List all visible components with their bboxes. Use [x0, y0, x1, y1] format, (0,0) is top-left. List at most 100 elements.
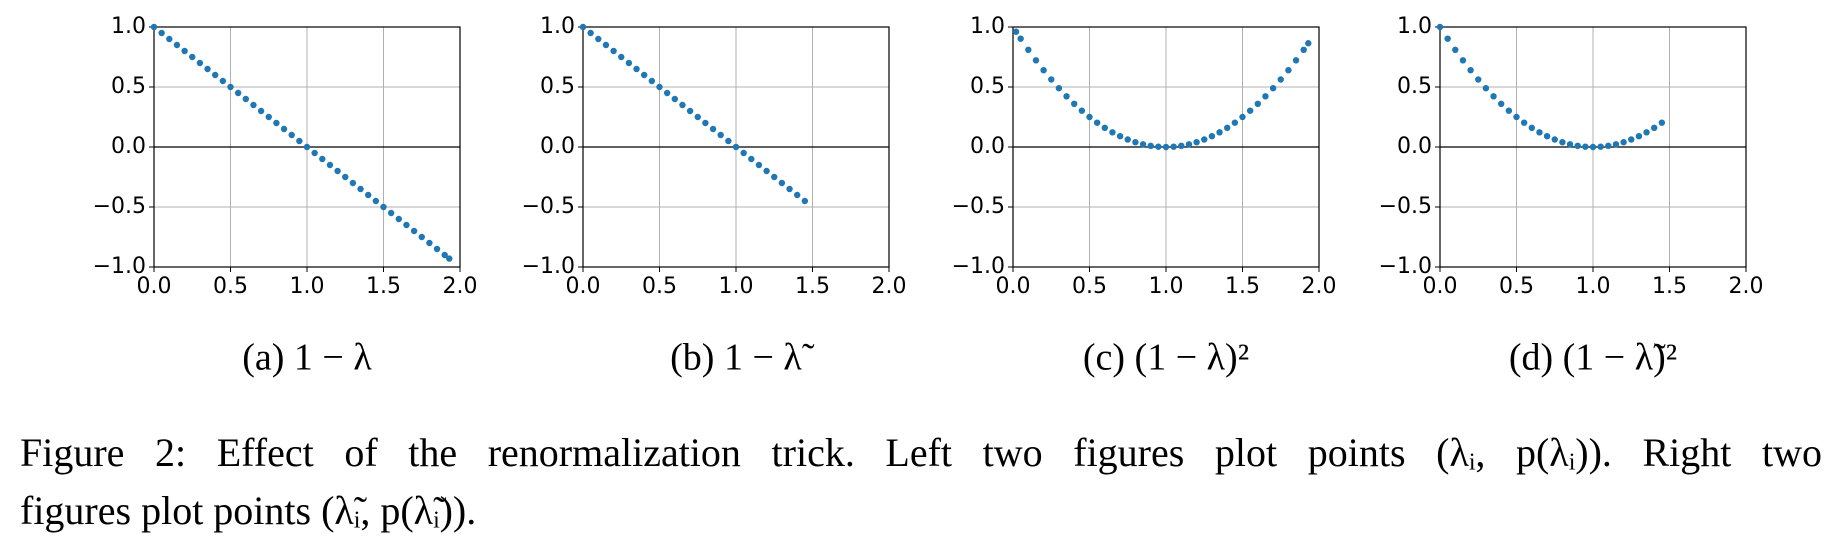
y-tick-label: 1.0 — [111, 14, 146, 39]
point — [1239, 113, 1246, 121]
y-tick-label: −1.0 — [93, 254, 146, 279]
point — [1635, 133, 1643, 140]
point — [1155, 143, 1162, 150]
point — [717, 131, 724, 139]
point — [618, 53, 625, 61]
point — [1597, 143, 1604, 150]
x-tick-label: 1.5 — [795, 274, 830, 299]
point — [1459, 57, 1467, 64]
x-tick-label: 0.5 — [1072, 274, 1107, 299]
point — [1528, 124, 1536, 131]
point — [1025, 46, 1032, 53]
y-tick-label: −0.5 — [952, 194, 1005, 219]
point — [1116, 133, 1124, 140]
point — [1643, 129, 1650, 136]
point — [1162, 143, 1170, 151]
point — [365, 191, 372, 199]
point — [227, 83, 234, 91]
point — [771, 173, 778, 181]
point — [1651, 124, 1658, 131]
point — [656, 83, 663, 91]
point — [212, 71, 219, 79]
point — [311, 149, 318, 157]
point — [426, 239, 433, 247]
point — [1193, 139, 1200, 146]
point — [671, 95, 678, 103]
point — [1071, 100, 1078, 108]
point — [410, 227, 418, 235]
figure: 0.0 0.5 1.0 1.5 2.0 −1.0 −0.5 0.0 0.5 1.0 (a) 1 − … — [93, 14, 1764, 379]
point — [395, 215, 402, 223]
y-tick-label: −1.0 — [522, 254, 575, 279]
point — [1040, 67, 1047, 74]
point — [587, 29, 594, 37]
point — [234, 89, 242, 97]
point — [633, 65, 640, 73]
point — [433, 245, 441, 253]
y-tick-label: −0.5 — [1379, 194, 1432, 219]
point — [1467, 67, 1474, 74]
point — [740, 149, 747, 157]
point — [648, 77, 656, 85]
x-tick-label: 1.5 — [366, 274, 401, 299]
point — [1178, 142, 1185, 149]
point — [1055, 85, 1063, 92]
point — [334, 167, 341, 175]
subcaption: (a) 1 − λ — [242, 337, 372, 379]
point — [319, 155, 326, 163]
point — [1139, 141, 1147, 148]
point — [602, 41, 610, 49]
point — [196, 59, 204, 67]
point — [1078, 107, 1086, 114]
point — [387, 209, 395, 217]
point — [1566, 141, 1574, 148]
x-tick-label: 1.0 — [1149, 274, 1184, 299]
point — [204, 65, 211, 73]
point — [1017, 35, 1024, 42]
x-tick-label: 1.0 — [290, 274, 325, 299]
point — [1658, 119, 1666, 126]
point — [1063, 93, 1070, 100]
point — [1012, 28, 1020, 35]
point — [150, 23, 158, 31]
point — [349, 179, 357, 187]
x-tick-label: 0.5 — [642, 274, 677, 299]
point — [1490, 93, 1497, 100]
point — [1254, 100, 1262, 108]
y-tick-label: −0.5 — [93, 194, 146, 219]
point — [280, 125, 288, 133]
point — [296, 137, 303, 145]
point — [1612, 141, 1620, 148]
point — [1444, 35, 1451, 42]
x-tick-label: 1.0 — [719, 274, 754, 299]
point — [1292, 57, 1300, 64]
point — [1582, 143, 1589, 150]
axes-frame — [1439, 26, 1747, 268]
figure-caption: Figure 2: Effect of the renormalization … — [20, 430, 1822, 475]
point — [1124, 136, 1131, 143]
point — [1536, 129, 1543, 136]
point — [326, 161, 334, 169]
point — [1543, 133, 1551, 140]
point — [1300, 46, 1307, 53]
x-tick-label: 0.0 — [996, 274, 1031, 299]
point — [1208, 133, 1216, 140]
axes-frame — [1012, 26, 1320, 268]
y-tick-label: 1.0 — [1397, 14, 1432, 39]
point — [732, 143, 740, 151]
y-tick-label: 0.5 — [970, 74, 1005, 99]
point — [1498, 100, 1505, 108]
subcaption: (b) 1 − λ̃ — [670, 337, 815, 379]
point — [166, 35, 173, 43]
point — [1436, 23, 1444, 31]
point — [1201, 136, 1208, 143]
y-tick-label: 0.0 — [540, 134, 575, 159]
point — [1147, 142, 1154, 149]
point — [1109, 129, 1116, 136]
y-tick-label: −0.5 — [522, 194, 575, 219]
point — [1246, 107, 1254, 114]
point — [273, 119, 280, 127]
point — [641, 71, 648, 79]
point — [755, 161, 763, 169]
x-tick-label: 0.5 — [213, 274, 248, 299]
